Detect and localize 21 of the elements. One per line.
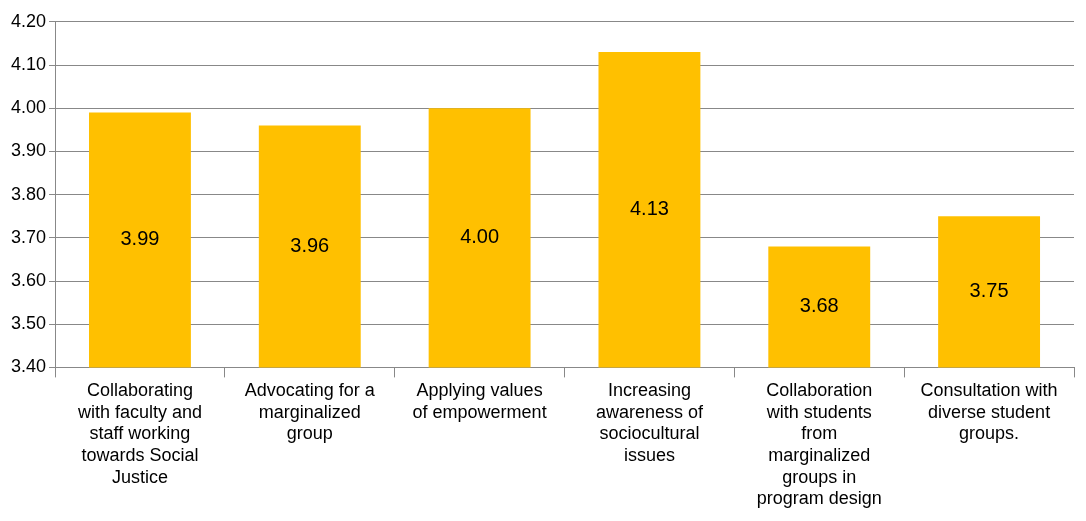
y-tick-label: 3.90	[10, 140, 47, 161]
x-tick-label: Collaboration with students from marginalized groups in program design	[756, 380, 882, 509]
data-label: 3.99	[120, 227, 160, 250]
y-tick-label: 4.20	[10, 10, 47, 31]
y-tick-label: 3.60	[10, 269, 47, 290]
data-label: 3.75	[969, 279, 1009, 302]
data-label: 3.96	[290, 233, 330, 256]
data-label: 3.68	[799, 294, 839, 317]
data-label: 4.13	[629, 197, 669, 220]
x-tick-label: Consultation with diverse student groups.	[920, 380, 1058, 444]
y-tick-label: 4.00	[10, 97, 47, 118]
y-tick-label: 4.10	[10, 53, 47, 74]
y-tick-label: 3.80	[10, 183, 47, 204]
data-label: 4.00	[460, 225, 500, 248]
x-tick-label: Applying values of empowerment	[412, 380, 547, 422]
y-tick-label: 3.70	[10, 226, 47, 247]
y-tick-label: 3.40	[10, 356, 47, 377]
y-tick-label: 3.50	[10, 313, 47, 334]
x-tick-label: Advocating for a marginalized group	[244, 380, 376, 444]
x-tick-label: Collaborating with faculty and staff working towards Social Justice	[76, 380, 202, 487]
x-tick-label: Increasing awareness of sociocultural issues	[595, 380, 704, 465]
